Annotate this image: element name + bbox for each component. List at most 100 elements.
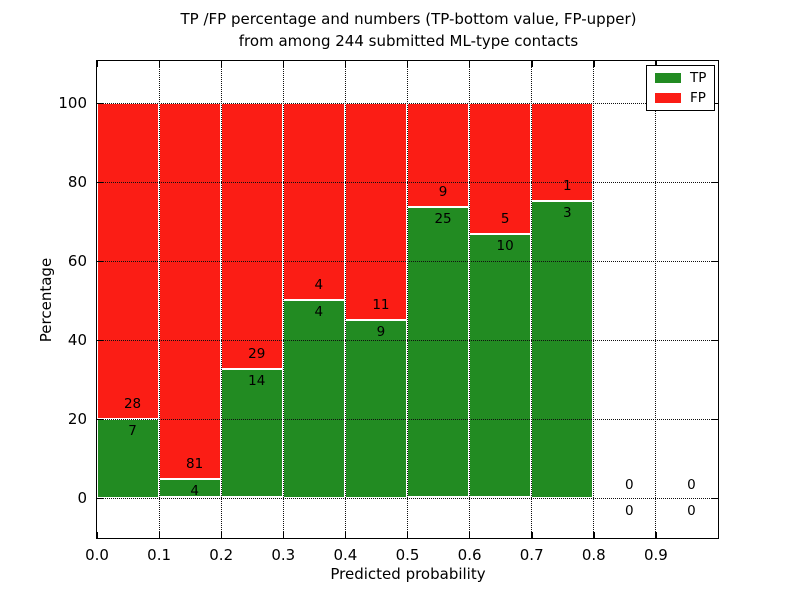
x-gridline xyxy=(158,60,160,538)
x-tick-label: 0.8 xyxy=(581,546,606,564)
x-tick-mark xyxy=(344,531,347,538)
x-tick-mark xyxy=(96,531,98,538)
y-tick-mark xyxy=(96,418,103,420)
legend-entry-tp: TP xyxy=(655,71,714,85)
x-tick-label: 0.4 xyxy=(333,546,358,564)
x-tick-mark xyxy=(469,531,471,538)
x-gridline xyxy=(531,60,533,538)
chart-title-line2: from among 244 submitted ML-type contact… xyxy=(238,32,579,50)
y-tick-mark xyxy=(711,418,718,420)
x-tick-mark xyxy=(407,60,409,67)
y-tick-mark xyxy=(96,339,103,341)
tp-bar-segment xyxy=(344,319,407,498)
x-tick-mark xyxy=(655,60,657,67)
fp-count-label: 4 xyxy=(314,277,324,293)
fp-bar-segment xyxy=(344,102,407,320)
chart-title: TP /FP percentage and numbers (TP-bottom… xyxy=(0,8,800,52)
x-tick-mark xyxy=(593,531,595,538)
x-axis-label: Predicted probability xyxy=(330,565,486,583)
tp-bar-segment xyxy=(282,300,345,498)
fp-count-label: 11 xyxy=(372,296,390,313)
x-gridline xyxy=(282,60,284,538)
fp-count-label: 28 xyxy=(123,395,142,412)
y-tick-mark xyxy=(711,181,718,183)
x-gridline xyxy=(407,60,408,538)
x-gridline xyxy=(593,60,595,538)
y-tick-label: 0 xyxy=(77,489,87,507)
tp-bar-segment xyxy=(469,234,532,498)
tp-count-label: 4 xyxy=(314,304,324,320)
fp-count-label: 81 xyxy=(186,455,204,472)
fp-count-label: 0 xyxy=(625,476,634,493)
tp-count-label: 7 xyxy=(128,422,137,439)
tp-bar-segment xyxy=(96,418,159,498)
plot-area: 28 7 81 4 29 14 4 4 11 9 9 25 5 10 1 3 0 0 0 0 xyxy=(95,59,719,539)
tp-count-label: 0 xyxy=(687,502,696,519)
tp-legend-swatch xyxy=(655,73,681,84)
tp-count-label: 0 xyxy=(625,502,634,519)
x-tick-mark xyxy=(344,60,347,67)
x-tick-label: 0.9 xyxy=(643,546,668,564)
x-gridline xyxy=(344,60,346,538)
x-tick-mark xyxy=(531,531,533,538)
legend-label: FP xyxy=(690,89,706,106)
y-tick-label: 100 xyxy=(58,94,87,112)
y-tick-mark xyxy=(96,260,103,262)
fp-bar-segment xyxy=(282,102,345,300)
tp-count-label: 14 xyxy=(248,372,266,389)
tp-count-label: 25 xyxy=(434,211,452,228)
x-tick-mark xyxy=(282,60,285,67)
tp-count-label: 9 xyxy=(376,323,386,340)
x-tick-mark xyxy=(220,60,223,67)
fp-legend-swatch xyxy=(655,92,681,103)
fp-bar-segment xyxy=(158,102,221,479)
x-tick-mark xyxy=(407,531,409,538)
y-tick-label: 20 xyxy=(67,410,87,428)
fp-count-label: 9 xyxy=(438,184,448,201)
tp-count-label: 10 xyxy=(496,238,514,255)
x-tick-mark xyxy=(531,60,533,67)
x-tick-mark xyxy=(158,60,160,67)
fp-bar-segment xyxy=(220,102,283,369)
tp-count-label: 3 xyxy=(562,205,572,222)
fp-count-label: 1 xyxy=(562,178,572,195)
y-tick-label: 80 xyxy=(67,173,87,191)
x-tick-mark xyxy=(655,531,657,538)
x-tick-mark xyxy=(469,60,471,67)
x-tick-label: 0.0 xyxy=(85,546,109,564)
x-gridline xyxy=(469,60,471,538)
tp-bar-segment xyxy=(407,207,470,498)
legend-label: TP xyxy=(690,70,707,87)
x-tick-label: 0.3 xyxy=(271,546,296,564)
legend: TP FP xyxy=(646,65,715,111)
tp-count-label: 4 xyxy=(190,482,199,499)
x-gridline xyxy=(655,60,657,538)
fp-count-label: 5 xyxy=(500,211,510,228)
x-tick-label: 0.7 xyxy=(519,546,544,564)
x-gridline xyxy=(220,60,222,538)
fp-count-label: 29 xyxy=(248,345,266,362)
y-tick-label: 40 xyxy=(67,331,87,349)
x-tick-mark xyxy=(282,531,285,538)
y-tick-mark xyxy=(711,339,718,341)
y-tick-mark xyxy=(711,260,718,262)
x-tick-label: 0.6 xyxy=(457,546,482,564)
y-tick-label: 60 xyxy=(67,252,87,270)
x-tick-label: 0.2 xyxy=(209,546,234,564)
x-tick-mark xyxy=(220,531,223,538)
y-tick-mark xyxy=(711,497,718,499)
x-tick-label: 0.1 xyxy=(147,546,172,564)
tp-bar-segment xyxy=(220,368,283,498)
x-tick-label: 0.5 xyxy=(395,546,420,564)
fp-count-label: 0 xyxy=(687,476,696,493)
y-tick-mark xyxy=(96,102,103,104)
y-tick-mark xyxy=(96,497,103,499)
tp-bar-segment xyxy=(531,201,594,498)
chart-title-line1: TP /FP percentage and numbers (TP-bottom… xyxy=(180,10,637,28)
x-tick-mark xyxy=(158,531,160,538)
y-tick-mark xyxy=(96,181,103,183)
x-tick-mark xyxy=(593,60,595,67)
legend-entry-fp: FP xyxy=(655,91,714,105)
x-tick-mark xyxy=(96,60,98,67)
